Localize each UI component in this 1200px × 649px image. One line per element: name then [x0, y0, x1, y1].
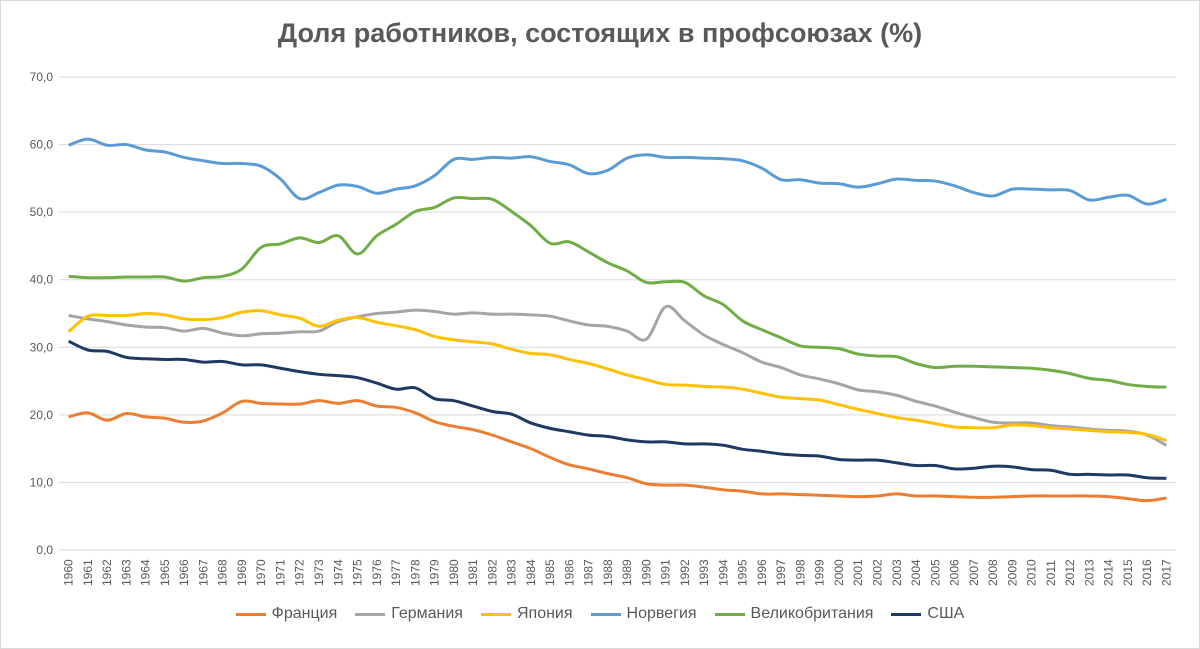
x-tick-label: 2017 [1159, 559, 1173, 586]
x-tick-label: 1976 [370, 559, 384, 586]
x-tick-label: 2002 [870, 559, 884, 586]
x-tick-label: 2015 [1121, 559, 1135, 586]
series-line-3 [68, 137, 1167, 206]
series-line-4 [68, 195, 1167, 389]
legend-label: Великобритания [750, 605, 874, 622]
x-tick-label: 2003 [890, 559, 904, 586]
x-tick-label: 1967 [196, 559, 210, 586]
x-tick-label: 1979 [428, 559, 442, 586]
x-tick-label: 1988 [601, 559, 615, 586]
legend-swatch [355, 612, 386, 616]
x-tick-label: 1989 [620, 559, 634, 586]
x-tick-label: 2005 [928, 559, 942, 586]
legend-item: Франция [235, 605, 338, 623]
x-tick-label: 1992 [678, 559, 692, 586]
x-tick-label: 1994 [716, 559, 730, 586]
legend-label: США [927, 605, 965, 622]
x-tick-label: 2006 [948, 559, 962, 586]
legend-item: США [891, 605, 964, 623]
legend-item: Великобритания [714, 605, 874, 623]
grid-lines [59, 76, 1176, 551]
series-lines [67, 137, 1168, 503]
x-tick-label: 1997 [774, 559, 788, 586]
x-tick-label: 1961 [81, 559, 95, 586]
y-axis-tick-labels: 0,0 10,0 20,0 30,0 40,0 50,0 60,0 70,0 [30, 70, 54, 557]
legend-swatch [590, 612, 621, 616]
x-tick-label: 1996 [755, 559, 769, 586]
y-tick-label: 70,0 [30, 70, 54, 84]
x-tick-label: 1980 [447, 559, 461, 586]
y-tick-label: 50,0 [30, 205, 54, 219]
series-line-0 [68, 399, 1167, 503]
x-tick-label: 2010 [1025, 559, 1039, 586]
x-tick-label: 1974 [331, 559, 345, 586]
x-tick-label: 1964 [139, 559, 153, 586]
chart-title: Доля работников, состоящих в профсоюзах … [277, 18, 923, 48]
x-tick-label: 2011 [1044, 560, 1058, 586]
x-tick-label: 1978 [408, 559, 422, 586]
x-tick-label: 1984 [524, 559, 538, 586]
series-line-5 [67, 339, 1167, 480]
x-tick-label: 2012 [1063, 559, 1077, 586]
series-line-1 [68, 304, 1168, 447]
y-tick-label: 60,0 [30, 138, 54, 152]
legend-label: Норвегия [626, 605, 697, 622]
x-tick-label: 1991 [659, 559, 673, 586]
x-tick-label: 1993 [697, 559, 711, 586]
x-tick-label: 1998 [793, 559, 807, 586]
y-tick-label: 20,0 [30, 408, 54, 422]
x-tick-label: 1986 [562, 559, 576, 586]
y-tick-label: 10,0 [30, 475, 54, 489]
legend-swatch [480, 612, 511, 616]
x-tick-label: 1968 [216, 559, 230, 586]
x-tick-label: 2004 [909, 559, 923, 586]
x-tick-label: 1971 [273, 559, 287, 586]
x-tick-label: 1963 [119, 559, 133, 586]
x-tick-label: 1985 [543, 559, 557, 586]
x-tick-label: 2008 [986, 559, 1000, 586]
y-tick-label: 40,0 [30, 273, 54, 287]
x-tick-label: 1965 [158, 559, 172, 586]
legend-item: Япония [480, 605, 573, 623]
x-tick-label: 2007 [967, 559, 981, 586]
x-tick-label: 1969 [235, 559, 249, 586]
legend-label: Германия [391, 605, 463, 622]
x-tick-label: 1962 [100, 559, 114, 586]
x-tick-label: 1999 [813, 559, 827, 586]
x-tick-label: 2016 [1140, 559, 1154, 586]
legend-swatch [714, 612, 745, 616]
x-tick-label: 2014 [1102, 559, 1116, 586]
y-tick-label: 0,0 [36, 543, 53, 557]
x-tick-label: 1973 [312, 559, 326, 586]
chart-legend: Франция Германия Япония Норвегия Великобрита… [0, 605, 1200, 623]
x-tick-label: 1982 [485, 559, 499, 586]
x-tick-label: 2000 [832, 559, 846, 586]
legend-label: Франция [271, 605, 338, 622]
x-tick-label: 1983 [505, 559, 519, 586]
x-tick-label: 1960 [62, 559, 76, 586]
x-tick-label: 2013 [1082, 559, 1096, 586]
x-tick-label: 1990 [639, 559, 653, 586]
legend-swatch [891, 612, 922, 616]
legend-swatch [235, 612, 266, 616]
x-axis-tick-labels: 1960 1961 1962 1963 1964 1965 1966 1967 1968 1969… [62, 559, 1174, 586]
x-tick-label: 1987 [582, 559, 596, 586]
x-tick-label: 1966 [177, 559, 191, 586]
x-tick-label: 2001 [851, 559, 865, 586]
x-tick-label: 1975 [351, 559, 365, 586]
x-tick-label: 2009 [1005, 559, 1019, 586]
series-line-2 [67, 309, 1167, 442]
x-tick-label: 1977 [389, 559, 403, 586]
x-tick-label: 1972 [293, 559, 307, 586]
y-tick-label: 30,0 [30, 340, 54, 354]
legend-item: Германия [355, 605, 463, 623]
x-tick-label: 1981 [466, 559, 480, 586]
x-tick-label: 1995 [736, 559, 750, 586]
legend-label: Япония [516, 605, 573, 622]
x-tick-label: 1970 [254, 559, 268, 586]
legend-item: Норвегия [590, 605, 697, 623]
